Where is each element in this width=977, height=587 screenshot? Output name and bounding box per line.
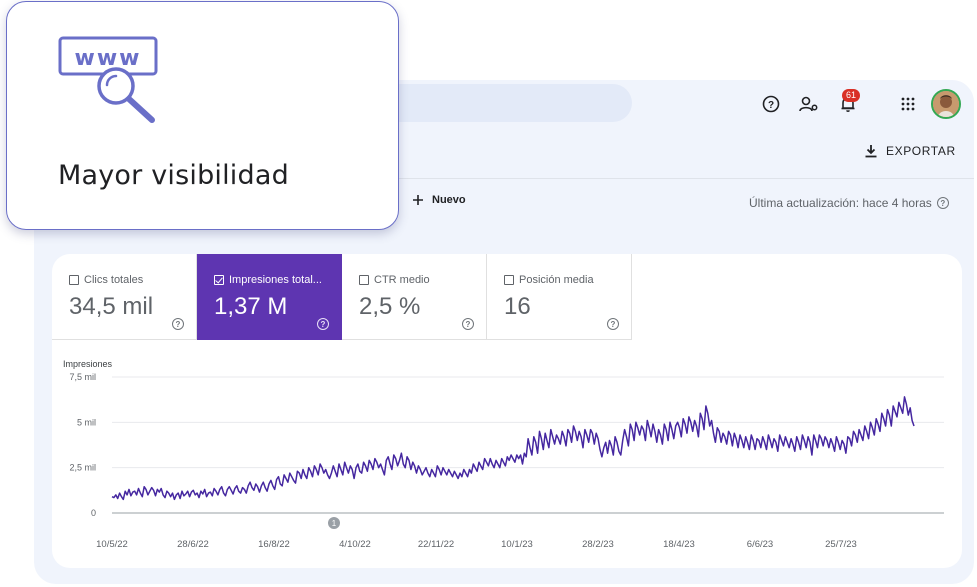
metric-label: Posición media <box>519 274 594 286</box>
annotation-label: 1 <box>332 519 337 528</box>
feature-callout-card: www Mayor visibilidad <box>6 1 399 230</box>
svg-text:?: ? <box>768 100 774 111</box>
x-tick-label: 28/2/23 <box>582 539 614 550</box>
last-updated: Última actualización: hace 4 horas ? <box>749 196 949 210</box>
metric-total-clicks[interactable]: Clics totales 34,5 mil ? <box>52 254 197 340</box>
help-icon[interactable]: ? <box>759 92 783 116</box>
apps-grid-icon[interactable] <box>896 92 920 116</box>
metric-value: 16 <box>504 293 531 320</box>
metric-value: 34,5 mil <box>69 293 154 320</box>
performance-card: Clics totales 34,5 mil ? Impresiones tot… <box>52 254 962 568</box>
x-tick-label: 6/6/23 <box>747 539 773 550</box>
help-icon[interactable]: ? <box>936 197 949 209</box>
last-updated-text: Última actualización: hace 4 horas <box>749 196 932 210</box>
help-icon[interactable]: ? <box>607 318 619 330</box>
x-tick-label: 28/6/22 <box>177 539 209 550</box>
y-tick-label: 5 mil <box>77 417 96 427</box>
annotation-marker[interactable] <box>328 517 340 529</box>
plus-icon <box>413 195 423 205</box>
metric-label: Impresiones total... <box>229 274 322 286</box>
metric-value: 2,5 % <box>359 293 421 320</box>
www-text: www <box>75 46 142 71</box>
series-line <box>111 396 915 501</box>
new-label: Nuevo <box>432 194 466 206</box>
help-icon[interactable]: ? <box>462 318 474 330</box>
checkbox-icon[interactable] <box>69 275 79 285</box>
avatar[interactable] <box>931 89 961 119</box>
x-tick-label: 18/4/23 <box>663 539 695 550</box>
y-tick-label: 0 <box>91 508 96 518</box>
metric-average-ctr[interactable]: CTR medio 2,5 % ? <box>342 254 487 340</box>
callout-title: Mayor visibilidad <box>58 160 289 191</box>
search-console-panel: ? 61 EXPORTAR Nuevo Última actualización… <box>34 80 974 584</box>
checkbox-icon[interactable] <box>359 275 369 285</box>
metric-total-impressions[interactable]: Impresiones total... 1,37 M ? <box>197 254 342 340</box>
y-tick-label: 2,5 mil <box>69 463 96 473</box>
metric-value: 1,37 M <box>214 293 288 320</box>
y-tick-label: 7,5 mil <box>69 372 96 382</box>
impressions-chart: Impresiones 0 2,5 mil 5 mil 7,5 mil 10/5/22… <box>63 359 944 550</box>
checkbox-icon[interactable] <box>504 275 514 285</box>
metric-label: CTR medio <box>374 274 430 286</box>
checkbox-checked-icon[interactable] <box>214 275 224 285</box>
x-tick-label: 16/8/22 <box>258 539 290 550</box>
export-label: EXPORTAR <box>886 144 956 158</box>
x-tick-label: 10/5/22 <box>96 539 128 550</box>
export-button[interactable]: EXPORTAR <box>864 144 956 158</box>
download-icon <box>865 145 877 158</box>
x-tick-label: 25/7/23 <box>825 539 857 550</box>
x-tick-label: 22/11/22 <box>418 539 454 550</box>
manage-users-icon[interactable] <box>797 92 821 116</box>
toolbar-divider <box>34 178 974 179</box>
notifications-badge: 61 <box>842 89 860 102</box>
help-icon[interactable]: ? <box>172 318 184 330</box>
metric-label: Clics totales <box>84 274 144 286</box>
metric-average-position[interactable]: Posición media 16 ? <box>487 254 632 340</box>
help-icon[interactable]: ? <box>317 318 329 330</box>
y-axis-label: Impresiones <box>63 359 113 369</box>
www-search-icon: www <box>58 36 158 123</box>
x-tick-label: 10/1/23 <box>501 539 533 550</box>
new-button[interactable]: Nuevo <box>412 194 466 206</box>
x-tick-label: 4/10/22 <box>339 539 371 550</box>
